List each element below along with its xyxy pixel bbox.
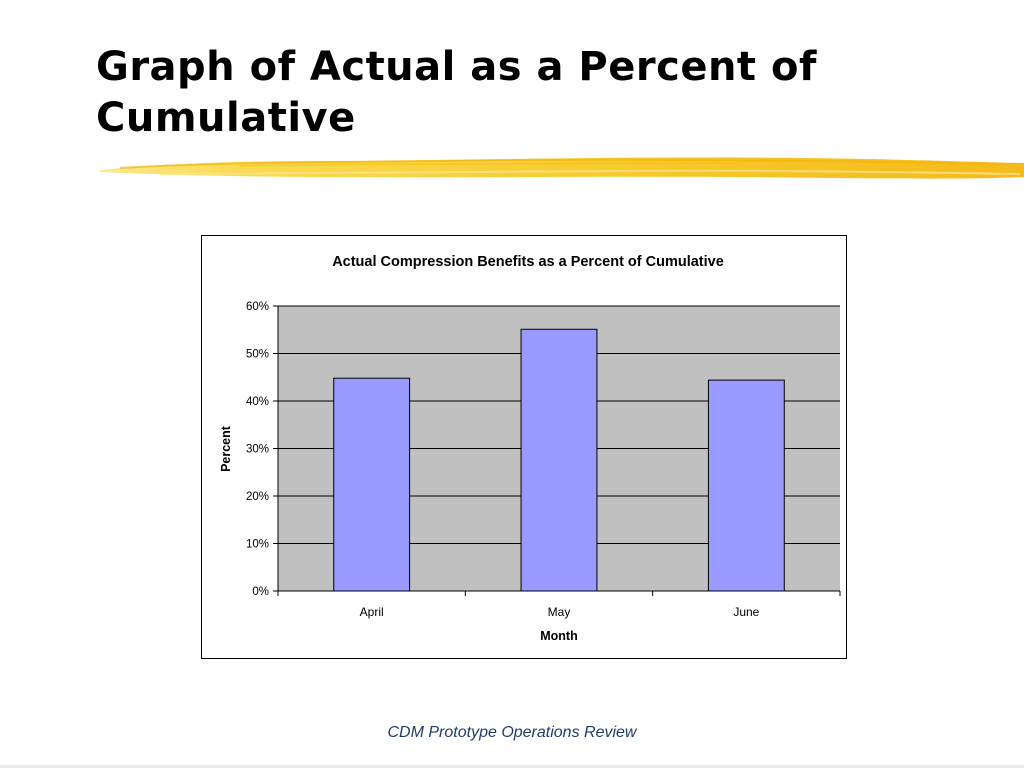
x-axis-ticks [277, 591, 841, 596]
y-tick-label: 10% [246, 539, 269, 551]
y-tick-label: 60% [246, 301, 269, 313]
y-axis-ticks: 0% 10% 20% 30% 40% 50% 60% [246, 301, 278, 598]
x-axis-labels: April May June [360, 605, 760, 619]
slide-title-line-2: Cumulative [96, 95, 356, 141]
bar-may [520, 328, 598, 592]
slide-title-line-1: Graph of Actual as a Percent of [96, 44, 817, 90]
x-tick-label: May [548, 605, 571, 619]
slide-title: Graph of Actual as a Percent of Cumulati… [96, 42, 976, 144]
bar-chart: Actual Compression Benefits as a Percent… [219, 254, 841, 643]
y-tick-label: 50% [246, 349, 269, 361]
y-tick-label: 0% [252, 586, 269, 598]
bottom-rule [0, 765, 1024, 768]
y-tick-label: 30% [246, 444, 269, 456]
y-tick-label: 40% [246, 396, 269, 408]
bar-june [707, 379, 785, 592]
chart-title: Actual Compression Benefits as a Percent… [332, 254, 724, 270]
x-tick-label: April [360, 605, 384, 619]
x-tick-label: June [733, 605, 759, 619]
bar-april [333, 377, 411, 592]
chart-frame: Actual Compression Benefits as a Percent… [201, 235, 847, 659]
x-axis-title: Month [540, 629, 577, 643]
y-axis-title: Percent [219, 425, 233, 472]
y-tick-label: 20% [246, 491, 269, 503]
bars [333, 328, 785, 592]
brush-stroke-divider [100, 157, 1024, 179]
slide-footer: CDM Prototype Operations Review [387, 724, 637, 741]
